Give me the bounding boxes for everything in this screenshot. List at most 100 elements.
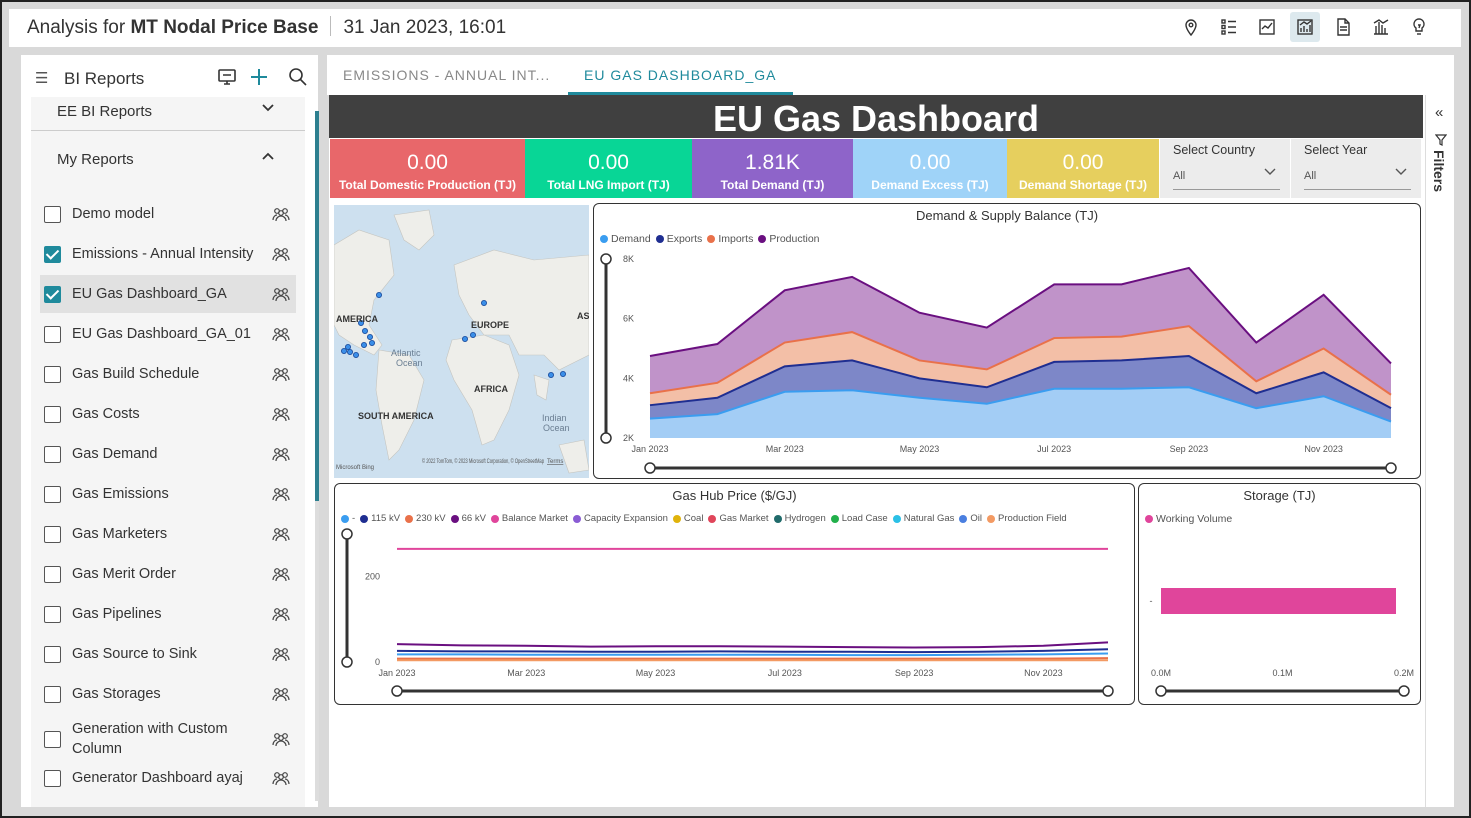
report-checkbox[interactable] [44,605,61,623]
legend-item[interactable]: 115 kV [360,513,400,524]
year-slicer[interactable]: Select Year All [1291,139,1421,198]
report-list-item[interactable]: Gas Merit Order [40,555,296,593]
legend-item[interactable]: - [341,513,355,524]
shared-users-icon[interactable] [272,526,290,542]
shared-users-icon[interactable] [272,486,290,502]
series-line[interactable] [397,652,1109,657]
report-list-item[interactable]: Gas Build Schedule [40,355,296,393]
report-checkbox[interactable] [44,245,61,263]
zoom-slider-handle[interactable] [1102,685,1114,697]
legend-item[interactable]: Gas Market [708,513,769,524]
legend-item[interactable]: Coal [672,513,703,524]
shared-users-icon[interactable] [272,646,290,662]
report-list-item[interactable]: EU Gas Dashboard_GA [40,275,296,313]
area-demand[interactable] [650,387,1391,438]
report-checkbox[interactable] [44,445,61,463]
legend-item[interactable]: 230 kV [405,513,446,524]
report-checkbox[interactable] [44,285,61,303]
report-list-item[interactable]: Gas Costs [40,395,296,433]
shared-users-icon[interactable] [272,606,290,622]
zoom-slider-handle[interactable] [1398,685,1410,697]
shared-users-icon[interactable] [272,366,290,382]
monitor-icon[interactable] [217,67,239,89]
series-line[interactable] [396,641,1109,649]
chevron-down-icon[interactable] [1264,165,1276,179]
zoom-slider-handle[interactable] [1155,685,1167,697]
legend-item[interactable]: Demand [600,233,651,245]
shared-users-icon[interactable] [272,406,290,422]
report-list-item[interactable]: EU Gas Dashboard_GA_01 [40,315,296,353]
report-list-item[interactable]: Gas Pipelines [40,595,296,633]
report-checkbox[interactable] [44,485,61,503]
zoom-slider-handle[interactable] [600,432,612,444]
collapse-chevrons-icon[interactable]: « [1435,104,1444,121]
report-list-item[interactable]: Generator Dashboard ayaj [40,759,296,797]
report-list-item[interactable]: Gas Demand [40,435,296,473]
list-icon[interactable] [1214,12,1244,42]
legend-item[interactable]: Natural Gas [892,513,954,524]
tab-emissions[interactable]: EMISSIONS - ANNUAL INT... [343,67,551,83]
sidebar-scrollbar-thumb[interactable] [315,111,319,501]
map-visual[interactable]: AMERICA EUROPE AS AFRICA SOUTH AMERICA A… [334,205,589,478]
shared-users-icon[interactable] [272,246,290,262]
report-checkbox[interactable] [44,405,61,423]
legend-item[interactable]: Imports [707,233,753,245]
document-icon[interactable] [1328,12,1358,42]
filters-label[interactable]: Filters [1431,150,1447,193]
legend-item[interactable]: Production [758,233,820,245]
report-list-item[interactable]: Gas Storages [40,675,296,713]
legend-item[interactable]: Production Field [987,513,1067,524]
legend-item[interactable]: 66 kV [450,513,486,524]
legend-item[interactable]: Oil [959,513,982,524]
report-checkbox[interactable] [44,565,61,583]
report-checkbox[interactable] [44,525,61,543]
legend-item[interactable]: Load Case [830,513,888,524]
chevron-down-icon[interactable] [261,101,275,118]
series-line[interactable] [396,648,1109,654]
report-list-item[interactable]: Demo model [40,195,296,233]
report-checkbox[interactable] [44,365,61,383]
location-icon[interactable] [1176,12,1206,42]
tab-eu-gas-dashboard[interactable]: EU GAS DASHBOARD_GA [568,55,793,95]
filters-pane[interactable]: « [1425,95,1454,807]
zoom-slider-handle[interactable] [644,462,656,474]
section-ee-bi-reports[interactable]: EE BI Reports [31,97,305,131]
report-checkbox[interactable] [44,645,61,663]
section-my-reports[interactable]: My Reports [31,140,305,178]
report-list-item[interactable]: Gas Source to Sink [40,635,296,673]
country-slicer[interactable]: Select Country All [1160,139,1290,198]
shared-users-icon[interactable] [272,731,290,747]
report-list-item[interactable]: Gas Marketers [40,515,296,553]
shared-users-icon[interactable] [272,566,290,582]
report-checkbox[interactable] [44,205,61,223]
chevron-up-icon[interactable] [261,149,275,166]
legend-item[interactable]: Capacity Expansion [572,513,668,524]
legend-item[interactable]: Hydrogen [773,513,826,524]
zoom-slider-handle[interactable] [341,528,353,540]
hamburger-icon[interactable]: ☰ [35,70,49,87]
report-icon[interactable] [1252,12,1282,42]
shared-users-icon[interactable] [272,326,290,342]
bulb-icon[interactable] [1404,12,1434,42]
search-icon[interactable] [288,67,310,89]
report-checkbox[interactable] [44,685,61,703]
chevron-down-icon[interactable] [1395,165,1407,179]
map-terms-link[interactable]: Terms [547,459,563,465]
chart-report-icon[interactable] [1290,12,1320,42]
report-checkbox[interactable] [44,730,61,748]
report-list-item[interactable]: Gas Emissions [40,475,296,513]
zoom-slider-handle[interactable] [391,685,403,697]
shared-users-icon[interactable] [272,446,290,462]
legend-item[interactable]: Working Volume [1145,513,1232,525]
bar-chart-icon[interactable] [1366,12,1396,42]
legend-item[interactable]: Exports [655,233,702,245]
legend-item[interactable]: Balance Market [490,513,568,524]
shared-users-icon[interactable] [272,770,290,786]
series-line-imports[interactable] [649,325,1392,396]
report-list-item[interactable]: Emissions - Annual Intensity [40,235,296,273]
shared-users-icon[interactable] [272,686,290,702]
shared-users-icon[interactable] [272,206,290,222]
shared-users-icon[interactable] [272,286,290,302]
report-list-item[interactable]: Generation with Custom Column [40,717,296,761]
series-line-production[interactable] [649,266,1392,365]
